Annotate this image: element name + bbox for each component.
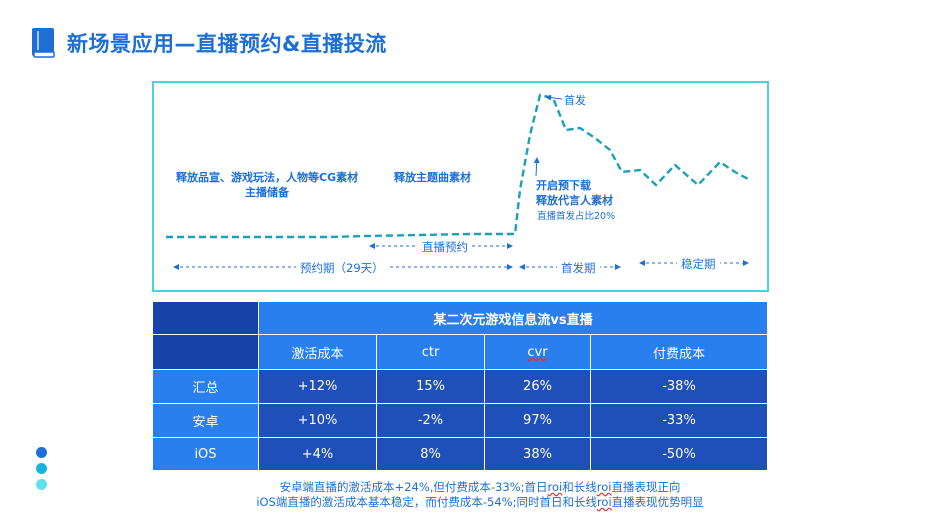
column-header: ctr [376,334,485,370]
decor-dot [36,447,47,458]
table-cell: 38% [484,437,591,471]
table-row: 安卓 +10% -2% 97% -33% [152,403,769,438]
row-label: 安卓 [152,403,259,438]
comparison-table: 某二次元游戏信息流vs直播 激活成本 ctr cvr 付费成本 汇总 +12% … [152,301,769,471]
footnote-text: iOS端直播的激活成本基本稳定，而付费成本-54%;同时首日和长线 [256,495,597,509]
annotation-spokesperson: 释放代言人素材 [536,194,613,207]
annotation-theme-song: 释放主题曲素材 [394,171,471,184]
table-cell: -38% [589,369,769,404]
phase-reserve-period: 预约期（29天） [296,260,388,276]
footnote-text: 和长线 [562,480,597,494]
footnote-text: 安卓端直播的激活成本+24%,但付费成本-33%;首日 [279,480,548,494]
table-cell: 8% [376,437,485,471]
trend-chart-frame [152,81,769,292]
column-header: 付费成本 [589,334,769,370]
annotation-first-release: 首发 [564,94,586,107]
phase-live-reserve: 直播预约 [418,239,472,255]
table-cell: +4% [258,437,377,471]
column-header: cvr [484,334,591,370]
footnote-line-1: 安卓端直播的激活成本+24%,但付费成本-33%;首日roi和长线roi直播表现… [200,480,760,495]
table-row: iOS +4% 8% 38% -50% [152,437,769,471]
footnote-text: 直播表现正向 [611,480,681,494]
table-cell: +10% [258,403,377,438]
annotation-live-ratio: 直播首发占比20% [537,211,616,222]
annotation-streamer-reserve: 主播储备 [245,186,289,199]
annotation-open-presale: 开启预下载 [536,179,591,192]
table-row: 汇总 +12% 15% 26% -38% [152,369,769,404]
table-cell: 15% [376,369,485,404]
footnote-text: roi [547,480,563,494]
row-label: iOS [152,437,259,471]
decor-dot [36,479,47,490]
table-cell: 26% [484,369,591,404]
table-cell: -50% [589,437,769,471]
footnote-line-2: iOS端直播的激活成本基本稳定，而付费成本-54%;同时首日和长线roi直播表现… [200,495,760,510]
footnote-text: roi [596,495,612,509]
table-group-header: 某二次元游戏信息流vs直播 [257,301,769,335]
trend-line [166,93,751,239]
table-cell: -2% [376,403,485,438]
footnote-text: 直播表现优势明显 [611,495,704,509]
column-header: 激活成本 [258,334,377,370]
footnote-text: roi [596,480,612,494]
table-corner [152,301,259,335]
first-release-pointer [545,94,563,101]
row-label: 汇总 [152,369,259,404]
presale-pointer [533,157,540,177]
phase-launch-period: 首发期 [557,260,600,276]
table-cell: +12% [258,369,377,404]
book-icon [32,28,55,58]
table-cell: 97% [484,403,591,438]
table-cell: -33% [589,403,769,438]
annotation-release-cg: 释放品宣、游戏玩法，人物等CG素材 [176,171,359,184]
phase-stable-period: 稳定期 [677,256,720,272]
decor-dot [36,463,47,474]
page-title: 新场景应用—直播预约&直播投流 [67,32,387,56]
table-corner-sub [152,334,259,370]
footnote: 安卓端直播的激活成本+24%,但付费成本-33%;首日roi和长线roi直播表现… [200,480,760,510]
